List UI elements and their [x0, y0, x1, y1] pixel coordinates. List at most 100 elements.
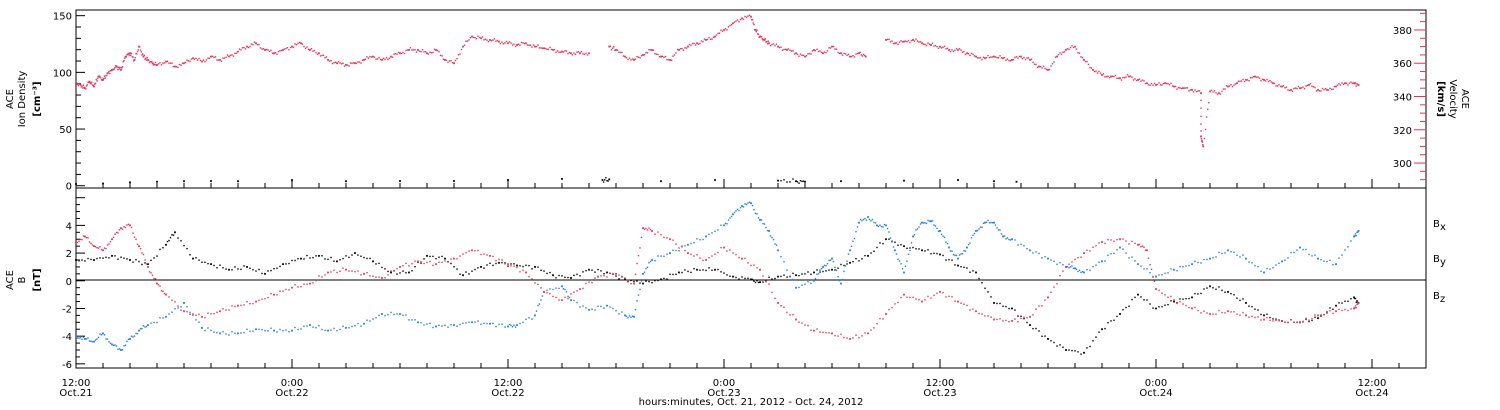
bz-point [918, 299, 920, 301]
right-point [1263, 78, 1265, 81]
right-point [940, 47, 943, 49]
bx-point [747, 277, 749, 280]
bz-point [822, 331, 824, 334]
right-point [130, 52, 133, 55]
right-point [825, 51, 827, 54]
right-point [128, 54, 130, 56]
bz-point [201, 315, 203, 318]
right-point [120, 68, 122, 71]
right-point [516, 44, 518, 46]
bz-point [816, 328, 818, 330]
by-point [1086, 268, 1088, 271]
right-point [510, 42, 512, 44]
by-point [1317, 257, 1319, 260]
right-point [234, 52, 236, 54]
bz-point [651, 230, 653, 232]
by-point [895, 253, 898, 255]
by-point [970, 237, 973, 239]
bx-point [111, 254, 113, 257]
by-point [1149, 271, 1151, 274]
right-point [526, 44, 529, 46]
bx-point [939, 253, 941, 256]
by-point [198, 321, 200, 323]
right-point [810, 53, 812, 55]
right-point [700, 40, 703, 42]
bz-point [453, 257, 455, 260]
bx-point [969, 271, 971, 273]
by-point [615, 309, 617, 312]
right-point [712, 36, 715, 38]
by-point [630, 316, 632, 319]
bx-point [1104, 327, 1106, 330]
bx-point [978, 277, 980, 280]
bz-point [792, 313, 794, 316]
right-point [280, 49, 283, 52]
bx-point [309, 257, 311, 259]
by-point [228, 334, 230, 336]
right-point [738, 21, 740, 23]
right-point [685, 47, 688, 49]
right-point [1290, 88, 1292, 91]
right-point [681, 47, 683, 50]
bottom-panel-frame [75, 187, 1427, 369]
bx-point [165, 243, 167, 246]
right-point [1138, 78, 1141, 80]
bx-point [408, 271, 410, 274]
bx-point [588, 268, 590, 271]
bx-point [1233, 294, 1235, 296]
right-point [657, 53, 659, 56]
right-point [744, 15, 746, 18]
bz-point [942, 291, 944, 294]
right-point [306, 46, 308, 48]
bz-point [438, 261, 440, 264]
by-point [582, 305, 584, 307]
bz-point [252, 302, 254, 305]
right-point [1221, 90, 1223, 93]
right-point [438, 50, 440, 53]
bz-point [1194, 306, 1196, 309]
by-point [483, 322, 485, 325]
bx-point [657, 279, 659, 282]
bx-point [87, 257, 89, 260]
by-point [1006, 237, 1009, 239]
right-point [1065, 49, 1067, 51]
right-point [1194, 89, 1196, 91]
bx-point [153, 257, 155, 259]
bz-point [555, 296, 557, 299]
by-point [105, 338, 107, 340]
by-point [1287, 257, 1289, 259]
right-point [489, 39, 491, 41]
right-point [522, 42, 524, 44]
right-point [259, 47, 262, 49]
by-point [922, 222, 925, 224]
by-point [504, 326, 506, 328]
right-point [748, 14, 751, 17]
right-point [253, 41, 256, 44]
bz-point [267, 296, 269, 299]
bx-point [810, 273, 812, 276]
bx-point [777, 275, 779, 278]
by-point [994, 224, 997, 226]
bz-point [94, 245, 97, 248]
right-point [853, 56, 856, 58]
bx-point [276, 267, 278, 269]
by-point [1119, 246, 1121, 249]
right-point [183, 62, 185, 65]
bx-point [1137, 293, 1139, 296]
bz-point [597, 275, 599, 278]
bz-point [151, 274, 154, 276]
by-point [1044, 256, 1046, 258]
right-point [237, 50, 239, 53]
by-point [621, 311, 623, 313]
bx-point [465, 271, 467, 273]
bz-point [615, 272, 617, 275]
by-point [955, 254, 958, 257]
bz-point [1215, 313, 1217, 315]
right-point [1357, 83, 1360, 86]
bz-point [1354, 305, 1357, 307]
by-point [675, 249, 677, 252]
bz-point [1269, 319, 1271, 322]
right-point [1287, 89, 1289, 91]
bz-point [1149, 263, 1151, 266]
right-point [475, 37, 478, 40]
